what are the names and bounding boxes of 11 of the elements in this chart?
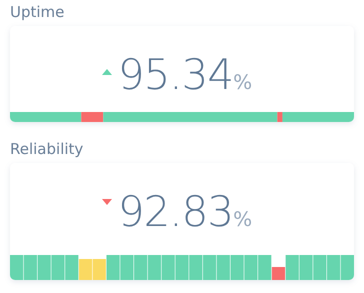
bar [81, 112, 104, 122]
bar [10, 112, 82, 122]
bar [277, 112, 282, 122]
text: % [233, 207, 252, 231]
bar [282, 112, 354, 122]
text: 92.83 [118, 187, 234, 236]
text: 95.34 [118, 50, 234, 99]
chart-title: Uptime [10, 3, 64, 21]
text: % [233, 70, 252, 94]
bar [103, 112, 278, 122]
chart-title: Reliability [10, 140, 84, 158]
